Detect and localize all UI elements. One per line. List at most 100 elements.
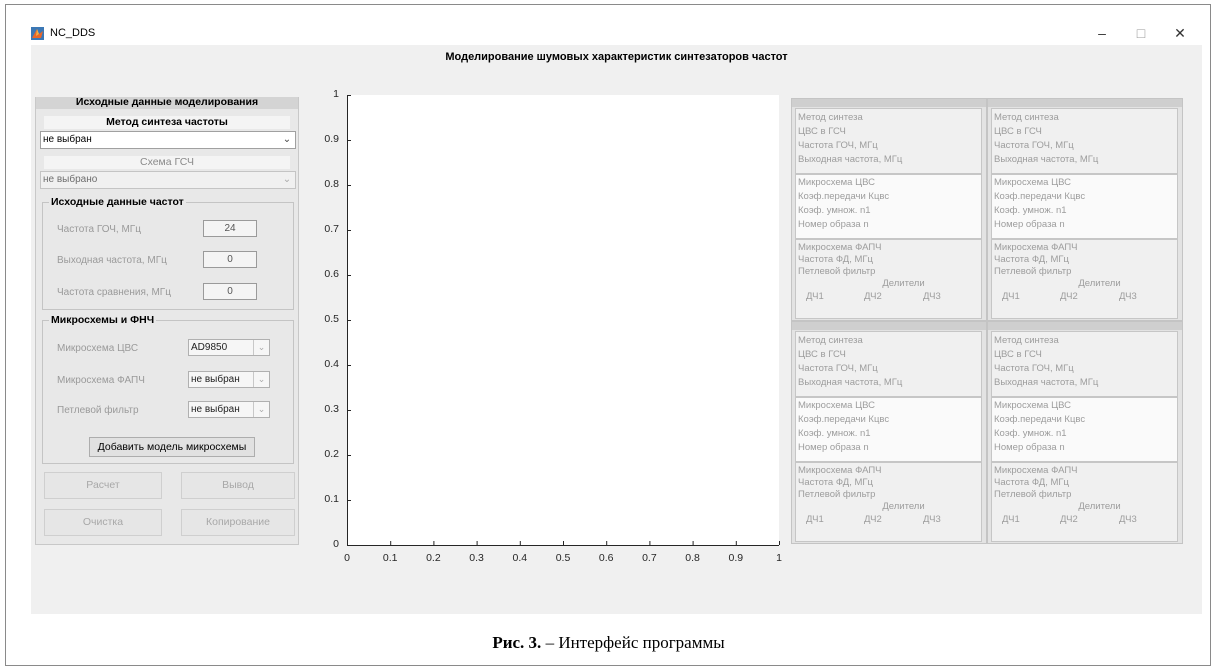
y-tick-label: 0 xyxy=(333,538,339,550)
x-tick-label: 0.5 xyxy=(555,552,571,564)
y-tick-label: 0.1 xyxy=(324,493,339,505)
x-tick-label: 1 xyxy=(776,552,782,564)
dividers-label: Делители xyxy=(882,501,925,512)
result-line: Метод синтеза xyxy=(798,335,863,346)
frequency-group-title: Исходные данные частот xyxy=(49,196,186,208)
result-block: Метод синтеза ЦВС в ГСЧ Частота ГОЧ, МГц Вы… xyxy=(791,321,987,544)
y-tick-label: 0.7 xyxy=(324,223,339,235)
x-tick-label: 0.6 xyxy=(598,552,614,564)
dds-section: Микросхема ЦВС Коэф.передачи Кцвс Коэф. ум… xyxy=(991,397,1178,462)
result-line: Номер образа n xyxy=(994,219,1065,230)
pll-section: Микросхема ФАПЧ Частота ФД, МГц Петлевой ф… xyxy=(795,462,982,542)
frequency-group: Исходные данные частот Частота ГОЧ, МГц … xyxy=(42,196,294,310)
result-line: Частота ГОЧ, МГц xyxy=(994,140,1074,151)
result-line: Петлевой фильтр xyxy=(994,489,1072,500)
x-tick-label: 0.2 xyxy=(426,552,441,564)
pll-section: Микросхема ФАПЧ Частота ФД, МГц Петлевой ф… xyxy=(991,239,1178,319)
chevron-down-icon: ⌄ xyxy=(282,174,292,185)
divider-label: ДЧ2 xyxy=(1060,291,1078,302)
y-tick-label: 0.4 xyxy=(324,358,339,370)
field-label: Петлевой фильтр xyxy=(57,405,139,416)
result-line: Частота ФД, МГц xyxy=(994,254,1069,265)
field-label: Частота ГОЧ, МГц xyxy=(57,224,141,235)
output-button[interactable]: Вывод xyxy=(181,472,295,499)
divider-label: ДЧ3 xyxy=(923,514,941,525)
result-line: Микросхема ФАПЧ xyxy=(994,465,1078,476)
divider-label: ДЧ1 xyxy=(1002,291,1020,302)
dividers-label: Делители xyxy=(882,278,925,289)
divider-label: ДЧ3 xyxy=(923,291,941,302)
x-tick-label: 0.8 xyxy=(685,552,700,564)
result-line: Коэф.передачи Кцвс xyxy=(798,191,890,202)
scheme-select[interactable]: не выбрано ⌄ xyxy=(40,171,296,189)
dividers-label: Делители xyxy=(1078,278,1121,289)
result-line: Коэф. умнож. n1 xyxy=(798,428,871,439)
calc-button[interactable]: Расчет xyxy=(44,472,162,499)
result-line: Коэф.передачи Кцвс xyxy=(798,414,890,425)
dividers-label: Делители xyxy=(1078,501,1121,512)
result-line: Микросхема ЦВС xyxy=(798,177,875,188)
pll-chip-select[interactable]: не выбран ⌄ xyxy=(188,371,270,388)
x-tick-label: 0 xyxy=(344,552,350,564)
result-line: Частота ГОЧ, МГц xyxy=(994,363,1074,374)
divider-label: ДЧ2 xyxy=(1060,514,1078,525)
add-chip-model-button[interactable]: Добавить модель микросхемы xyxy=(89,437,255,457)
result-line: Микросхема ФАПЧ xyxy=(994,242,1078,253)
output-frequency-input[interactable]: 0 xyxy=(203,251,257,268)
minimize-button[interactable]: – xyxy=(1098,25,1106,41)
method-select-value: не выбран xyxy=(43,134,92,145)
plot-axes[interactable] xyxy=(347,95,779,545)
field-label: Микросхема ЦВС xyxy=(57,343,139,354)
result-line: Выходная частота, МГц xyxy=(994,377,1099,388)
comparison-frequency-input[interactable]: 0 xyxy=(203,283,257,300)
dds-section: Микросхема ЦВС Коэф.передачи Кцвс Коэф. ум… xyxy=(991,174,1178,239)
maximize-button[interactable]: □ xyxy=(1136,25,1146,41)
result-line: ЦВС в ГСЧ xyxy=(798,126,846,137)
y-tick-label: 0.5 xyxy=(324,313,339,325)
result-line: Петлевой фильтр xyxy=(994,266,1072,277)
synthesis-section: Метод синтеза ЦВС в ГСЧ Частота ГОЧ, МГц Вы… xyxy=(991,331,1178,397)
divider-label: ДЧ2 xyxy=(864,291,882,302)
result-line: Петлевой фильтр xyxy=(798,489,876,500)
loop-filter-select[interactable]: не выбран ⌄ xyxy=(188,401,270,418)
result-line: Частота ГОЧ, МГц xyxy=(798,363,878,374)
caption-number: Рис. 3. xyxy=(492,633,542,652)
window-title: NC_DDS xyxy=(50,27,96,39)
result-line: Номер образа n xyxy=(994,442,1065,453)
method-label: Метод синтеза частоты xyxy=(44,116,290,129)
result-line: Коэф. умнож. n1 xyxy=(798,205,871,216)
copy-button[interactable]: Копирование xyxy=(181,509,295,536)
chevron-down-icon: ⌄ xyxy=(253,372,269,387)
pll-section: Микросхема ФАПЧ Частота ФД, МГц Петлевой ф… xyxy=(795,239,982,319)
result-block: Метод синтеза ЦВС в ГСЧ Частота ГОЧ, МГц Вы… xyxy=(791,98,987,321)
dds-section: Микросхема ЦВС Коэф.передачи Кцвс Коэф. ум… xyxy=(795,174,982,239)
close-button[interactable]: ✕ xyxy=(1174,25,1186,41)
x-tick-label: 0.3 xyxy=(469,552,484,564)
result-line: Микросхема ЦВС xyxy=(994,177,1071,188)
result-line: Микросхема ЦВС xyxy=(994,400,1071,411)
field-label: Выходная частота, МГц xyxy=(57,255,167,266)
chevron-down-icon: ⌄ xyxy=(253,340,269,355)
divider-label: ДЧ1 xyxy=(1002,514,1020,525)
result-line: Микросхема ФАПЧ xyxy=(798,465,882,476)
x-tick-label: 0.9 xyxy=(728,552,744,564)
clear-button[interactable]: Очистка xyxy=(44,509,162,536)
y-tick-label: 0.6 xyxy=(324,268,339,280)
y-tick-label: 0.2 xyxy=(324,448,339,460)
result-line: Номер образа n xyxy=(798,442,869,453)
caption-text: – Интерфейс программы xyxy=(541,633,725,652)
dds-chip-select[interactable]: AD9850 ⌄ xyxy=(188,339,270,356)
field-label: Микросхема ФАПЧ xyxy=(57,375,145,386)
result-line: Метод синтеза xyxy=(994,112,1059,123)
method-select[interactable]: не выбран ⌄ xyxy=(40,131,296,149)
pll-chip-value: не выбран xyxy=(191,374,240,385)
divider-label: ДЧ1 xyxy=(806,514,824,525)
scheme-select-value: не выбрано xyxy=(43,174,98,185)
result-line: ЦВС в ГСЧ xyxy=(994,349,1042,360)
result-line: Петлевой фильтр xyxy=(798,266,876,277)
divider-label: ДЧ2 xyxy=(864,514,882,525)
synthesis-section: Метод синтеза ЦВС в ГСЧ Частота ГОЧ, МГц Вы… xyxy=(991,108,1178,174)
goch-frequency-input[interactable]: 24 xyxy=(203,220,257,237)
result-line: Выходная частота, МГц xyxy=(798,154,903,165)
dds-chip-value: AD9850 xyxy=(191,342,228,353)
